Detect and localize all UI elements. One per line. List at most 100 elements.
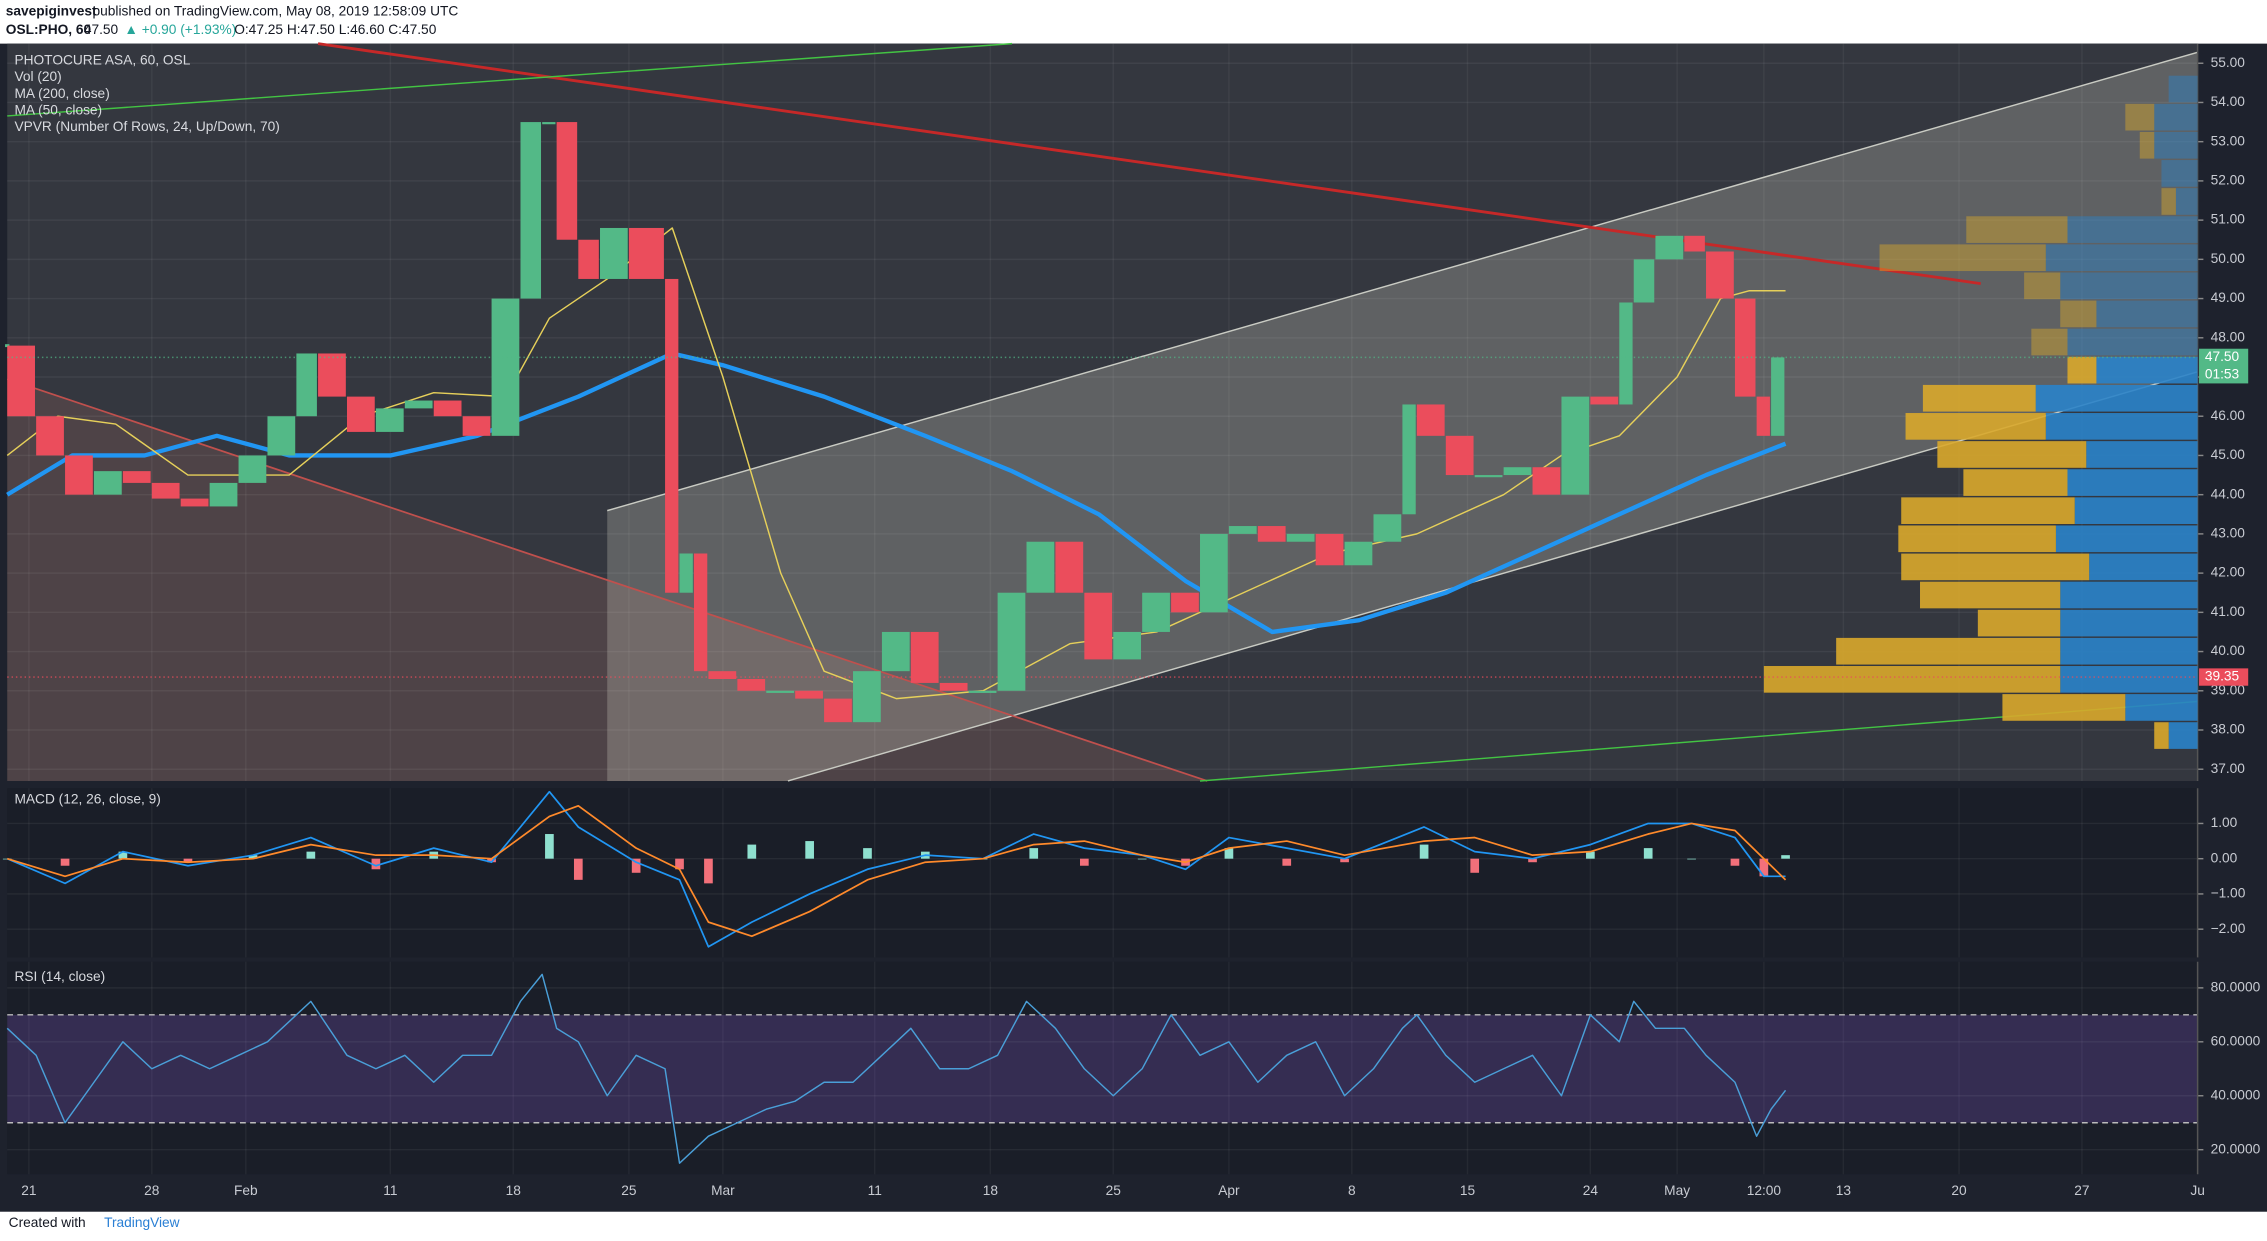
price-bar bbox=[968, 690, 997, 693]
vpvr-down bbox=[2154, 131, 2198, 159]
y-tick-label: 37.00 bbox=[2211, 761, 2246, 776]
vpvr-up bbox=[2031, 328, 2068, 356]
vpvr-up bbox=[2161, 188, 2176, 215]
vpvr-up bbox=[1937, 441, 2087, 468]
price-bar bbox=[151, 482, 180, 499]
y-tick-label: 45.00 bbox=[2211, 447, 2246, 462]
vpvr-down bbox=[2175, 188, 2198, 215]
x-tick-label: 25 bbox=[1106, 1183, 1122, 1198]
vpvr-up bbox=[2125, 103, 2155, 131]
price-bar bbox=[1228, 526, 1257, 534]
price-bar bbox=[1286, 533, 1315, 542]
y-tick-label: 1.00 bbox=[2211, 815, 2238, 830]
vpvr-down bbox=[2060, 581, 2198, 609]
y-tick-label: 44.00 bbox=[2211, 486, 2246, 501]
x-tick-label: 28 bbox=[144, 1183, 160, 1198]
author: savepiginvest bbox=[6, 3, 97, 18]
vpvr-down bbox=[2096, 356, 2198, 384]
macd-histogram bbox=[1643, 848, 1653, 859]
vpvr-up bbox=[2139, 131, 2155, 159]
vpvr-down bbox=[2067, 328, 2198, 356]
price-bar bbox=[36, 416, 64, 456]
y-tick-label: 43.00 bbox=[2211, 526, 2246, 541]
level-label: 39.35 bbox=[2205, 669, 2240, 684]
vpvr-up bbox=[1963, 469, 2068, 496]
x-tick-label: May bbox=[1664, 1183, 1690, 1198]
price-bar bbox=[578, 239, 599, 279]
vpvr-down bbox=[2161, 160, 2198, 187]
x-tick-label: 24 bbox=[1583, 1183, 1599, 1198]
vpvr-up bbox=[1977, 609, 2061, 637]
y-tick-label: −1.00 bbox=[2211, 886, 2246, 901]
vpvr-down bbox=[2060, 666, 2198, 693]
x-tick-label: 27 bbox=[2074, 1183, 2089, 1198]
macd-histogram bbox=[487, 858, 496, 863]
vpvr-up bbox=[1966, 216, 2068, 243]
footer-background bbox=[0, 1211, 2267, 1241]
price-bar bbox=[404, 400, 433, 409]
price-bar bbox=[910, 631, 939, 683]
price-bar bbox=[665, 278, 679, 593]
price-bar bbox=[1633, 259, 1655, 303]
pane-title: RSI (14, close) bbox=[14, 969, 105, 984]
macd-histogram bbox=[1528, 858, 1537, 863]
vpvr-down bbox=[2060, 609, 2198, 637]
price-bar bbox=[1619, 302, 1633, 405]
price-bar bbox=[1771, 357, 1785, 436]
y-tick-label: 46.00 bbox=[2211, 408, 2246, 423]
y-tick-label: 50.00 bbox=[2211, 251, 2246, 266]
y-tick-label: 54.00 bbox=[2211, 94, 2246, 109]
macd-pane bbox=[7, 788, 2198, 958]
y-tick-label: 0.00 bbox=[2211, 850, 2238, 865]
macd-histogram bbox=[248, 855, 258, 859]
y-tick-label: 40.0000 bbox=[2211, 1087, 2261, 1102]
vpvr-down bbox=[2086, 441, 2198, 468]
last: 47.50 bbox=[84, 22, 119, 37]
macd-histogram bbox=[183, 858, 193, 863]
last-price-box bbox=[2199, 348, 2249, 384]
vpvr-down bbox=[2045, 413, 2198, 440]
published: published on TradingView.com, May 08, 20… bbox=[93, 3, 459, 18]
price-bar bbox=[628, 227, 664, 279]
macd-histogram bbox=[573, 858, 583, 880]
x-tick-label: Apr bbox=[1218, 1183, 1240, 1198]
countdown-label: 01:53 bbox=[2205, 366, 2240, 381]
x-tick-label: Feb bbox=[234, 1183, 258, 1198]
price-bar bbox=[267, 416, 296, 456]
x-tick-label: 8 bbox=[1348, 1183, 1356, 1198]
pane-title: MACD (12, 26, close, 9) bbox=[14, 791, 160, 806]
y-tick-label: 41.00 bbox=[2211, 604, 2246, 619]
vpvr-up bbox=[1879, 244, 2046, 272]
price-bar bbox=[1416, 404, 1445, 436]
vpvr-down bbox=[2067, 469, 2198, 496]
macd-histogram bbox=[1470, 858, 1480, 873]
vpvr-down bbox=[2045, 244, 2198, 272]
vpvr-up bbox=[1920, 581, 2061, 609]
footer-brand: TradingView bbox=[104, 1215, 180, 1230]
macd-histogram bbox=[60, 858, 70, 866]
vpvr-down bbox=[2125, 694, 2198, 721]
price-bar bbox=[824, 698, 852, 723]
price-bar bbox=[600, 227, 628, 279]
price-bar bbox=[1655, 235, 1684, 260]
vpvr-up bbox=[2002, 694, 2126, 721]
vpvr-up bbox=[1901, 553, 2090, 581]
price-bar bbox=[1503, 467, 1532, 476]
ohlc: O:47.25 H:47.50 L:46.60 C:47.50 bbox=[234, 22, 436, 37]
price-bar bbox=[939, 682, 968, 691]
macd-histogram bbox=[1282, 858, 1292, 866]
y-tick-label: 40.00 bbox=[2211, 643, 2246, 658]
x-tick-label: 15 bbox=[1460, 1183, 1476, 1198]
vpvr-down bbox=[2060, 637, 2198, 665]
price-bar bbox=[1706, 251, 1734, 299]
downtrend-line bbox=[6, 378, 1208, 782]
y-tick-label: 60.0000 bbox=[2211, 1033, 2261, 1048]
y-tick-label: 42.00 bbox=[2211, 565, 2246, 580]
change: ▲ +0.90 (+1.93%) bbox=[124, 22, 236, 37]
price-bar bbox=[708, 671, 737, 680]
macd-histogram bbox=[1781, 855, 1790, 859]
price-bar bbox=[209, 482, 238, 507]
price-bar bbox=[122, 471, 151, 483]
price-bar bbox=[542, 122, 556, 125]
